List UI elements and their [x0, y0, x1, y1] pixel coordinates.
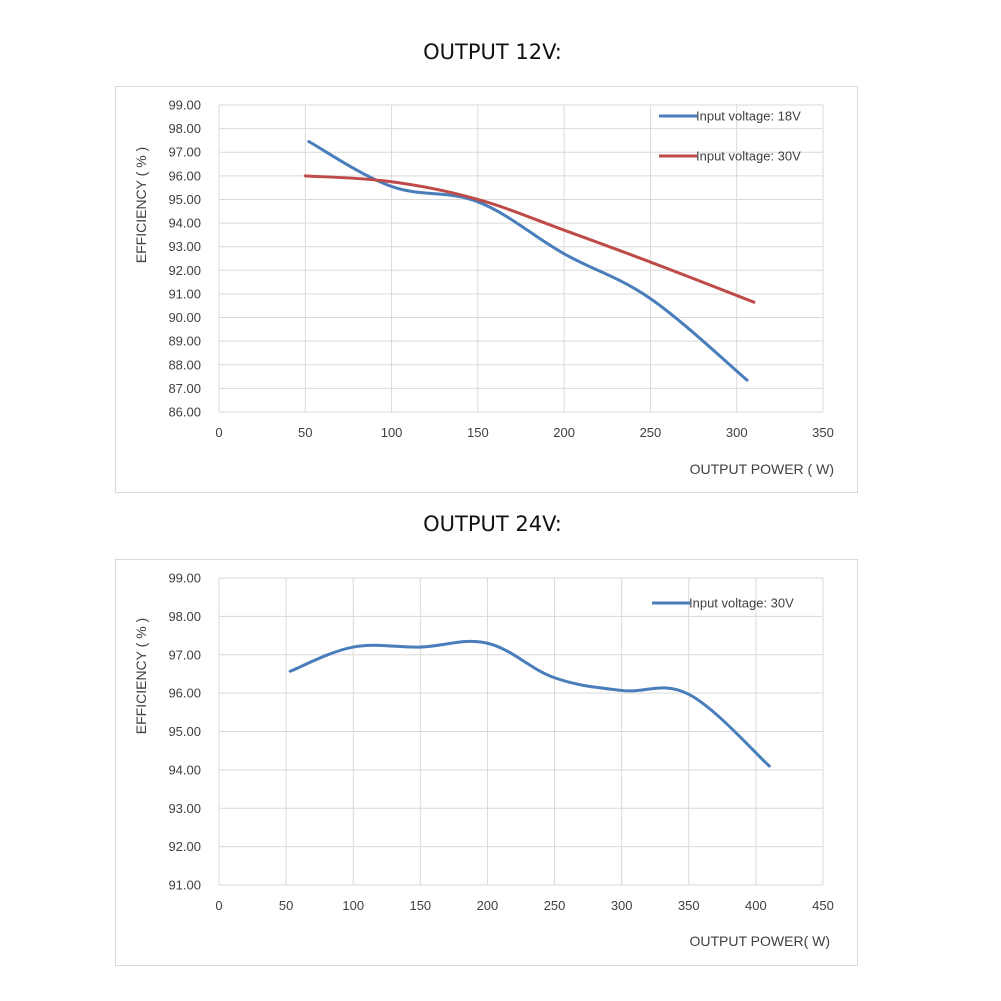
x-tick-label: 100: [342, 898, 364, 913]
x-tick-label: 300: [726, 425, 748, 440]
x-tick-label: 200: [477, 898, 499, 913]
y-axis-title: EFFICIENCY ( % ): [133, 618, 149, 734]
x-tick-label: 350: [812, 425, 834, 440]
series-line-1: [307, 140, 749, 382]
x-tick-label: 450: [812, 898, 834, 913]
y-tick-label: 97.00: [168, 145, 201, 160]
y-tick-label: 99.00: [168, 98, 201, 113]
y-tick-label: 88.00: [168, 357, 201, 372]
y-tick-label: 96.00: [168, 168, 201, 183]
y-tick-label: 97.00: [168, 647, 201, 662]
x-tick-label: 350: [678, 898, 700, 913]
legend-label-2: Input voltage: 30V: [696, 149, 801, 164]
y-tick-label: 91.00: [168, 286, 201, 301]
y-tick-label: 91.00: [168, 878, 201, 893]
y-tick-label: 96.00: [168, 686, 201, 701]
series-line-1: [288, 639, 771, 768]
y-tick-label: 92.00: [168, 263, 201, 278]
chart-title-24v: OUTPUT 24V:: [423, 512, 562, 536]
y-tick-label: 95.00: [168, 724, 201, 739]
chart-24v-frame: [115, 559, 858, 966]
y-tick-label: 95.00: [168, 192, 201, 207]
x-tick-label: 50: [279, 898, 293, 913]
y-axis-title: EFFICIENCY ( % ): [133, 147, 149, 263]
y-tick-label: 93.00: [168, 239, 201, 254]
y-tick-label: 94.00: [168, 216, 201, 231]
series-line-2: [303, 174, 756, 304]
x-tick-label: 50: [298, 425, 312, 440]
x-tick-label: 250: [640, 425, 662, 440]
chart-12v-frame: [115, 86, 858, 493]
x-tick-label: 250: [544, 898, 566, 913]
y-tick-label: 90.00: [168, 310, 201, 325]
y-tick-label: 94.00: [168, 762, 201, 777]
chart-title-12v: OUTPUT 12V:: [423, 40, 562, 64]
x-tick-label: 100: [381, 425, 403, 440]
y-tick-label: 99.00: [168, 571, 201, 586]
x-axis-title: OUTPUT POWER ( W): [690, 461, 834, 477]
x-tick-label: 0: [215, 425, 222, 440]
y-tick-label: 89.00: [168, 334, 201, 349]
x-tick-label: 400: [745, 898, 767, 913]
x-tick-label: 200: [553, 425, 575, 440]
y-tick-label: 87.00: [168, 381, 201, 396]
chart-12v: 86.00 87.00 88.00 89.00 90.00 91.00 92.00 93.00…: [133, 98, 834, 478]
x-tick-label: 150: [409, 898, 431, 913]
y-tick-label: 98.00: [168, 609, 201, 624]
y-tick-label: 93.00: [168, 801, 201, 816]
x-axis-title: OUTPUT POWER( W): [689, 933, 830, 949]
y-tick-label: 92.00: [168, 839, 201, 854]
chart-24v: 91.00 92.00 93.00 94.00 95.00 96.00 97.00 98.00…: [133, 571, 834, 950]
x-tick-label: 0: [215, 898, 222, 913]
legend-label-1: Input voltage: 18V: [696, 109, 801, 124]
x-tick-label: 150: [467, 425, 489, 440]
x-tick-label: 300: [611, 898, 633, 913]
legend-label-1: Input voltage: 30V: [689, 596, 794, 611]
y-tick-label: 86.00: [168, 405, 201, 420]
y-tick-label: 98.00: [168, 121, 201, 136]
